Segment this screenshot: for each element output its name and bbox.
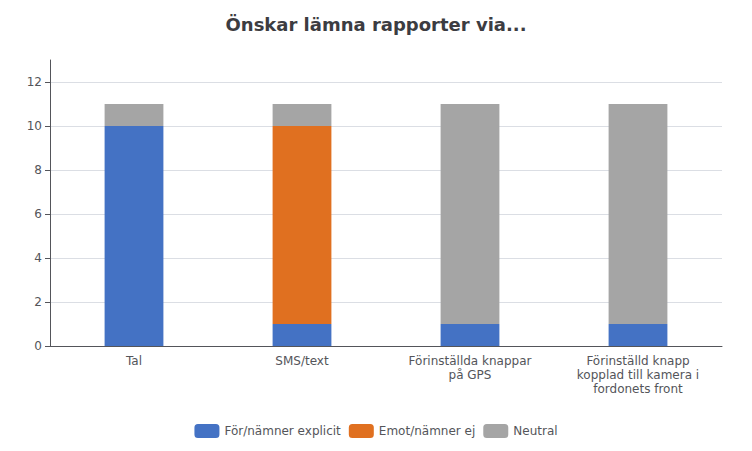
svg-text:SMS/text: SMS/text: [275, 354, 329, 368]
svg-text:12: 12: [27, 75, 42, 89]
svg-text:6: 6: [34, 207, 42, 221]
svg-text:8: 8: [34, 163, 42, 177]
svg-text:2: 2: [34, 295, 42, 309]
svg-text:Neutral: Neutral: [513, 424, 557, 438]
svg-text:kopplad till kamera i: kopplad till kamera i: [577, 368, 699, 382]
svg-text:Emot/nämner ej: Emot/nämner ej: [379, 424, 475, 438]
svg-text:0: 0: [34, 339, 42, 353]
svg-text:Förinställda knappar: Förinställda knappar: [409, 354, 532, 368]
svg-text:Förinställd knapp: Förinställd knapp: [586, 354, 689, 368]
svg-text:För/nämner explicit: För/nämner explicit: [224, 424, 341, 438]
svg-text:Önskar lämna rapporter via...: Önskar lämna rapporter via...: [226, 14, 527, 35]
svg-text:Tal: Tal: [125, 354, 142, 368]
svg-text:på GPS: på GPS: [449, 368, 492, 382]
svg-text:fordonets front: fordonets front: [593, 382, 683, 396]
svg-text:4: 4: [34, 251, 42, 265]
svg-text:10: 10: [27, 119, 42, 133]
